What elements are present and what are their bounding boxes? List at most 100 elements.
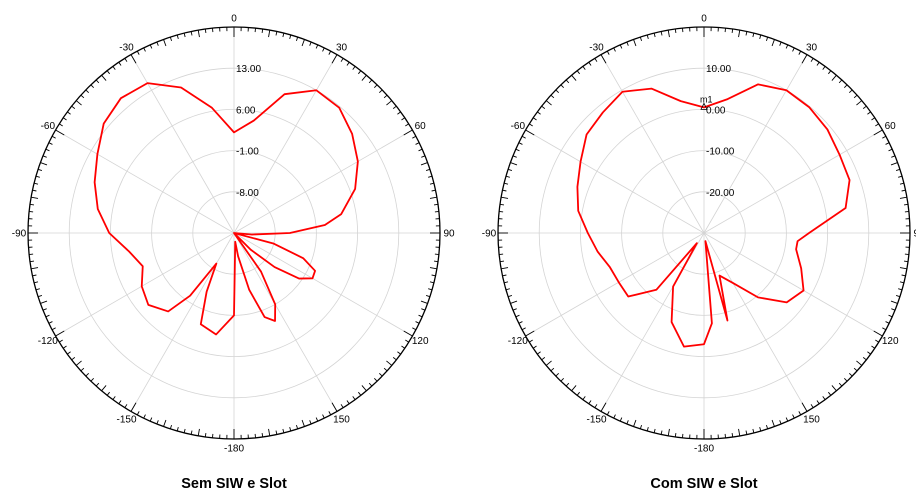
series-layer: [576, 83, 851, 348]
angle-tick: [35, 175, 40, 178]
grid-spoke: [55, 232, 235, 337]
angle-tick: [541, 357, 546, 361]
angle-tick: [106, 70, 110, 75]
angle-tick: [401, 117, 406, 121]
angle-tick: [95, 382, 100, 387]
angle-label: -150: [116, 415, 136, 426]
angle-tick: [190, 430, 193, 435]
angle-tick: [537, 111, 541, 115]
angle-tick: [75, 360, 82, 366]
angle-tick: [895, 168, 901, 172]
angle-tick: [340, 58, 344, 62]
angle-tick: [848, 89, 853, 94]
angle-tick: [383, 367, 388, 372]
angle-tick: [85, 372, 90, 377]
angle-tick: [822, 396, 826, 400]
angle-tick: [301, 39, 305, 47]
angle-tick: [420, 162, 428, 166]
angle-tick: [785, 417, 789, 422]
angle-tick: [899, 281, 904, 284]
angle-tick: [405, 123, 409, 127]
angle-tick: [62, 117, 67, 121]
grid-spoke: [233, 54, 338, 234]
angle-tick: [899, 196, 907, 199]
grid-spoke: [233, 129, 413, 234]
angle-tick: [124, 58, 128, 62]
angle-label: 150: [803, 415, 820, 426]
angle-tick: [765, 36, 769, 42]
angle-tick: [433, 260, 439, 263]
angle-tick: [428, 288, 433, 291]
polar-chart-com-siw: 0 30 60 90 120 150 -180 -150 -120 -90 -60 -30 10.00 0…: [482, 14, 916, 492]
angle-ticks: [27, 26, 441, 440]
angle-tick: [888, 314, 893, 318]
series-layer: [93, 82, 359, 336]
angle-tick: [525, 330, 535, 337]
angle-tick: [59, 339, 63, 343]
angle-tick: [425, 294, 431, 298]
grid-spoke: [233, 232, 338, 412]
angle-tick: [898, 175, 903, 178]
angle-tick: [80, 367, 85, 372]
angle-tick: [882, 135, 887, 139]
angle-tick: [373, 377, 378, 382]
angle-tick: [373, 84, 378, 89]
angle-label: 90: [443, 229, 455, 240]
angle-tick: [80, 94, 85, 99]
angle-tick: [405, 339, 409, 343]
angle-tick: [867, 351, 871, 355]
angle-tick: [759, 34, 762, 39]
angle-tick: [555, 89, 560, 94]
angle-tick: [322, 47, 325, 52]
radial-label: -1.00: [236, 147, 259, 158]
angle-tick: [392, 105, 397, 109]
angle-tick: [545, 100, 552, 106]
angle-tick: [156, 41, 159, 46]
angle-tick: [358, 391, 362, 396]
angle-tick: [529, 339, 533, 343]
angle-tick: [545, 360, 552, 366]
angle-tick: [565, 79, 570, 84]
angle-tick: [315, 44, 319, 49]
angle-tick: [118, 61, 122, 66]
chart-title: Sem SIW e Slot: [181, 476, 287, 492]
angle-tick: [502, 189, 507, 192]
angle-label: 30: [336, 42, 348, 53]
angle-tick: [731, 432, 734, 438]
angle-tick: [856, 100, 863, 106]
angle-tick: [176, 427, 179, 432]
angle-tick: [571, 385, 577, 392]
angle-tick: [521, 135, 526, 139]
angle-tick: [392, 357, 397, 361]
angle-tick: [667, 30, 670, 38]
angle-tick: [507, 294, 513, 298]
angle-tick: [541, 105, 546, 109]
angle-tick: [759, 427, 762, 432]
grid-spoke: [525, 232, 705, 337]
grid-spoke: [525, 129, 705, 234]
angle-tick: [130, 402, 137, 412]
angle-tick: [801, 54, 808, 64]
angle-tick: [838, 79, 843, 84]
angle-tick: [55, 330, 65, 337]
radial-label: 0.00: [706, 105, 726, 116]
angle-tick: [34, 281, 39, 284]
angle-label: -60: [511, 121, 526, 132]
angle-tick: [429, 196, 437, 199]
angle-tick: [674, 432, 677, 438]
angle-label: 30: [806, 42, 818, 53]
angle-tick: [626, 41, 629, 46]
angle-tick: [903, 203, 909, 206]
angle-tick: [525, 129, 535, 136]
angle-tick: [315, 417, 319, 422]
angle-tick: [282, 428, 285, 433]
angle-tick: [576, 70, 580, 75]
angle-tick: [674, 28, 677, 34]
angle-tick: [261, 432, 264, 438]
angle-tick: [588, 400, 592, 405]
angle-label: 150: [333, 415, 350, 426]
angle-tick: [383, 94, 388, 99]
angle-label: 60: [885, 121, 897, 132]
angle-tick: [143, 47, 146, 52]
angle-label: -180: [224, 444, 244, 455]
